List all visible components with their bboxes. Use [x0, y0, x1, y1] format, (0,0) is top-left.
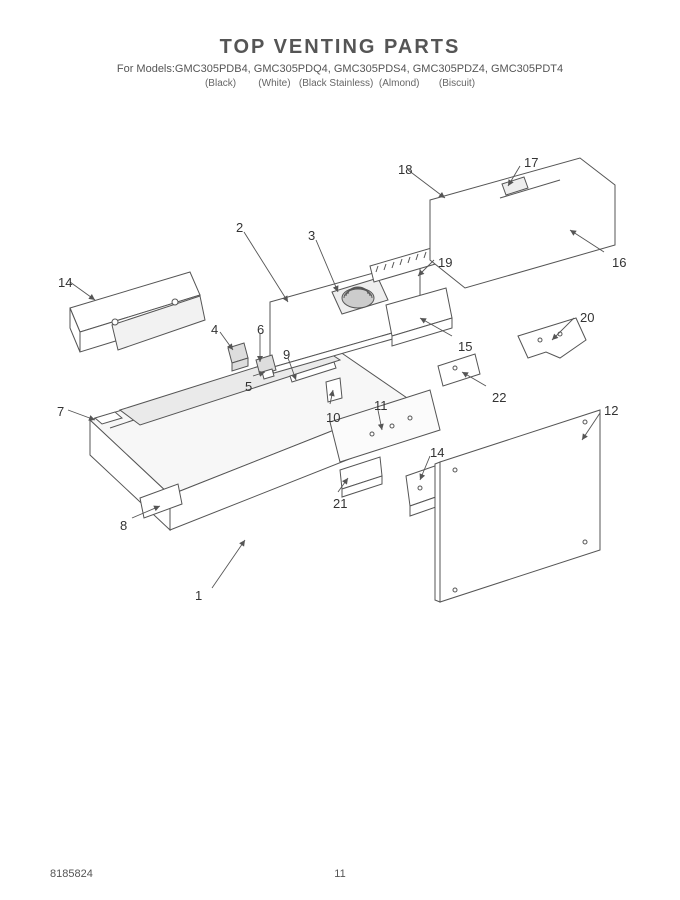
- callout-5: 5: [245, 379, 252, 394]
- callout-11: 11: [374, 398, 388, 413]
- part-14-left: [70, 272, 205, 352]
- callout-20: 20: [580, 310, 594, 325]
- part-21: [340, 457, 382, 497]
- exploded-diagram: 12345678910111214141516171819202122: [0, 100, 680, 820]
- callout-8: 8: [120, 518, 127, 533]
- callout-7: 7: [57, 404, 64, 419]
- callout-3: 3: [308, 228, 315, 243]
- page-container: TOP VENTING PARTS For Models:GMC305PDB4,…: [0, 0, 680, 900]
- callout-16: 16: [612, 255, 626, 270]
- callout-9: 9: [283, 347, 290, 362]
- callout-14b: 14: [430, 445, 444, 460]
- callout-19: 19: [438, 255, 452, 270]
- callout-2: 2: [236, 220, 243, 235]
- models-line: For Models:GMC305PDB4, GMC305PDQ4, GMC30…: [117, 63, 563, 75]
- callout-12: 12: [604, 403, 618, 418]
- callout-10: 10: [326, 410, 340, 425]
- callout-17: 17: [524, 155, 538, 170]
- diagram-svg: [0, 100, 680, 820]
- part-10: [326, 378, 342, 402]
- part-22: [438, 354, 480, 386]
- part-12: [435, 410, 600, 602]
- callout-4: 4: [211, 322, 218, 337]
- page-subtitle: For Models:GMC305PDB4, GMC305PDQ4, GMC30…: [0, 62, 680, 91]
- page-number: 11: [0, 868, 680, 880]
- page-title: TOP VENTING PARTS: [0, 36, 680, 59]
- callout-6: 6: [257, 322, 264, 337]
- callout-15: 15: [458, 339, 472, 354]
- callout-14: 14: [58, 275, 72, 290]
- callout-18: 18: [398, 162, 412, 177]
- callout-1: 1: [195, 588, 202, 603]
- part-20: [518, 318, 586, 358]
- part-18-16-17: [430, 158, 615, 288]
- callout-21: 21: [333, 496, 347, 511]
- callout-22: 22: [492, 390, 506, 405]
- labels-line: (Black) (White) (Black Stainless) (Almon…: [0, 77, 680, 91]
